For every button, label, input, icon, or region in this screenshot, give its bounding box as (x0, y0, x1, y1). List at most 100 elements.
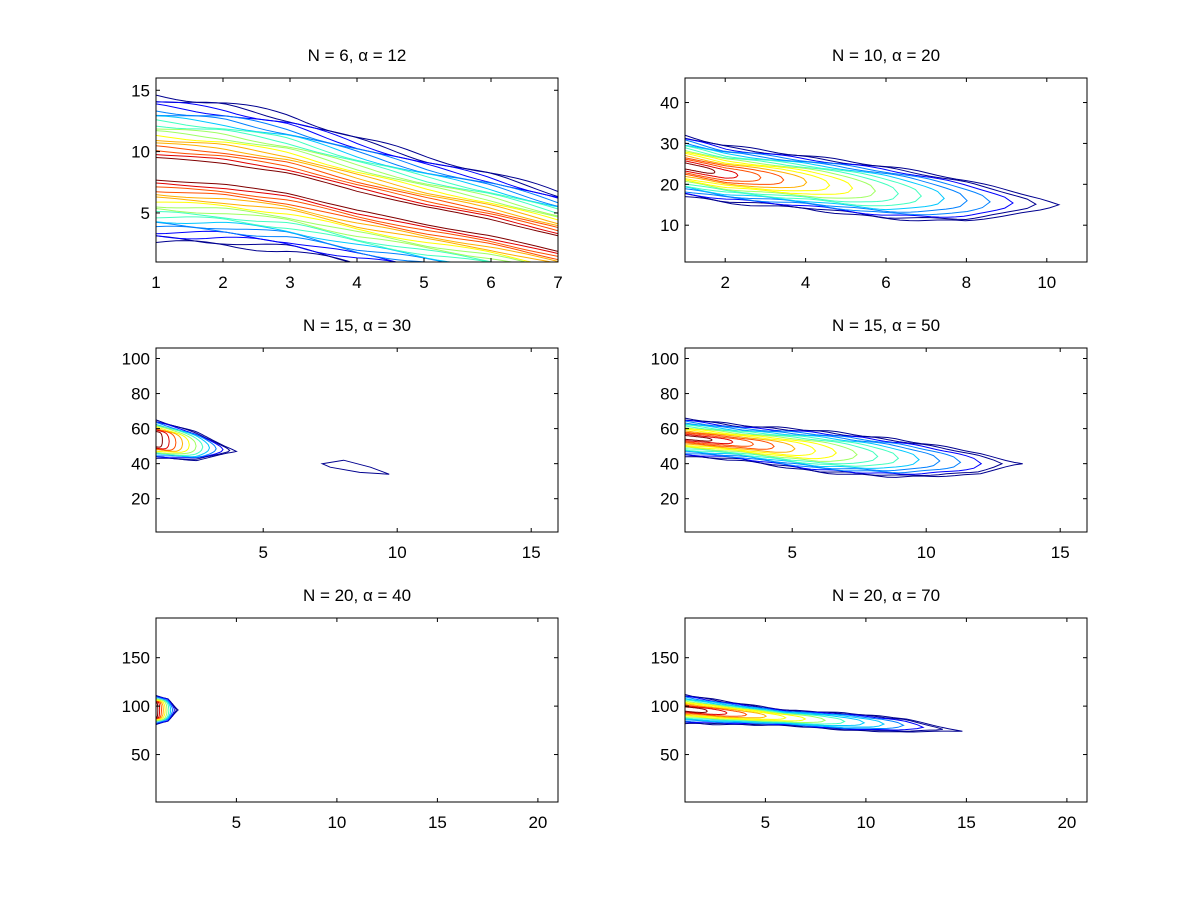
contour-level-4 (685, 139, 991, 216)
x-tick-label: 4 (352, 273, 361, 292)
contour-level-3 (685, 138, 1014, 218)
subplot-title: N = 15, α = 30 (303, 316, 411, 335)
y-tick-label: 50 (660, 746, 679, 765)
x-tick-label: 2 (720, 273, 729, 292)
contour-island-1 (320, 459, 390, 475)
y-tick-label: 150 (651, 649, 679, 668)
contour-level-8 (156, 426, 190, 453)
y-tick-label: 10 (660, 216, 679, 235)
subplot-title: N = 10, α = 20 (832, 46, 940, 65)
contour-lines (685, 417, 1023, 478)
contour-level-10 (685, 702, 787, 720)
axes-box (155, 617, 559, 803)
contour-level-10 (685, 428, 838, 460)
contour-level-10 (156, 429, 177, 451)
contour-level-7 (685, 699, 846, 725)
contour-level-6 (156, 114, 558, 262)
contour-level-13 (685, 157, 785, 185)
y-tick-label: 5 (141, 204, 150, 223)
contour-level-11 (685, 152, 831, 192)
contour-level-10 (685, 151, 854, 195)
subplot-2: 2 4 6 8 10 10 20 30 40 N = 10, α = 20 (660, 46, 1088, 292)
x-tick-label: 10 (856, 813, 875, 832)
contour-level-4 (685, 420, 962, 474)
y-tick-label: 100 (651, 350, 679, 369)
x-tick-label: 10 (917, 543, 936, 562)
x-tick-label: 5 (761, 813, 770, 832)
x-tick-label: 1 (151, 273, 160, 292)
contour-level-15 (685, 433, 734, 445)
contour-level-14 (685, 432, 755, 447)
y-tick-label: 60 (131, 420, 150, 439)
contour-level-8 (685, 425, 879, 465)
contour-level-2 (685, 419, 1004, 477)
x-tick-label: 15 (522, 543, 541, 562)
contour-level-16 (156, 150, 558, 257)
y-tick-label: 40 (660, 94, 679, 113)
y-tick-label: 60 (660, 420, 679, 439)
y-tick-label: 80 (131, 385, 150, 404)
contour-level-12 (685, 154, 808, 189)
contour-level-8 (685, 700, 827, 723)
y-tick-label: 100 (122, 350, 150, 369)
contour-level-5 (156, 110, 558, 262)
contour-level-11 (156, 701, 161, 719)
y-tick-label: 50 (131, 746, 150, 765)
contour-level-16 (685, 435, 713, 442)
contour-level-9 (685, 701, 807, 722)
contour-level-7 (156, 698, 168, 722)
axes-box (155, 347, 559, 533)
contour-level-12 (156, 702, 159, 718)
x-tick-label: 5 (232, 813, 241, 832)
x-tick-label: 10 (327, 813, 346, 832)
y-tick-label: 30 (660, 134, 679, 153)
contour-level-3 (156, 421, 224, 459)
x-tick-label: 6 (486, 273, 495, 292)
y-tick-label: 20 (660, 490, 679, 509)
subplot-5: 5 10 15 20 50 100 150 N = 20, α = 40 (122, 586, 559, 832)
y-tick-label: 20 (131, 490, 150, 509)
contour-level-6 (685, 423, 920, 469)
subplot-3: 5 10 15 20 40 60 80 100 N = 15, α = 30 (122, 316, 559, 562)
x-tick-label: 15 (1051, 543, 1070, 562)
y-tick-label: 100 (122, 697, 150, 716)
contour-level-13 (685, 705, 728, 715)
contour-level-11 (685, 428, 817, 456)
contour-level-12 (156, 430, 163, 448)
contour-level-14 (156, 142, 558, 262)
y-tick-label: 15 (131, 81, 150, 100)
axes-box (684, 347, 1088, 533)
contour-lines (685, 694, 963, 733)
contour-level-4 (156, 421, 217, 458)
contour-level-11 (156, 130, 558, 262)
contour-lines (156, 94, 558, 262)
x-tick-label: 20 (528, 813, 547, 832)
contour-level-6 (685, 699, 866, 727)
contour-level-2 (156, 101, 558, 262)
contour-level-8 (156, 699, 166, 721)
x-tick-label: 10 (388, 543, 407, 562)
contour-level-12 (156, 134, 558, 262)
contour-level-9 (685, 427, 858, 462)
y-tick-label: 100 (651, 697, 679, 716)
x-tick-label: 15 (957, 813, 976, 832)
y-tick-label: 40 (131, 455, 150, 474)
x-tick-label: 3 (285, 273, 294, 292)
contour-level-2 (685, 137, 1037, 221)
contour-level-16 (685, 162, 716, 174)
contour-level-9 (685, 150, 877, 199)
subplot-title: N = 20, α = 70 (832, 586, 940, 605)
contour-level-1 (685, 417, 1023, 478)
x-tick-label: 5 (419, 273, 428, 292)
x-tick-label: 15 (428, 813, 447, 832)
contour-level-18 (156, 157, 558, 252)
subplot-6: 5 10 15 20 50 100 150 N = 20, α = 70 (651, 586, 1088, 832)
subplot-title: N = 20, α = 40 (303, 586, 411, 605)
contour-level-1 (685, 134, 1061, 222)
x-tick-label: 20 (1057, 813, 1076, 832)
x-tick-label: 5 (258, 543, 267, 562)
contour-level-6 (685, 144, 945, 211)
contour-level-5 (685, 422, 941, 472)
x-tick-label: 6 (881, 273, 890, 292)
